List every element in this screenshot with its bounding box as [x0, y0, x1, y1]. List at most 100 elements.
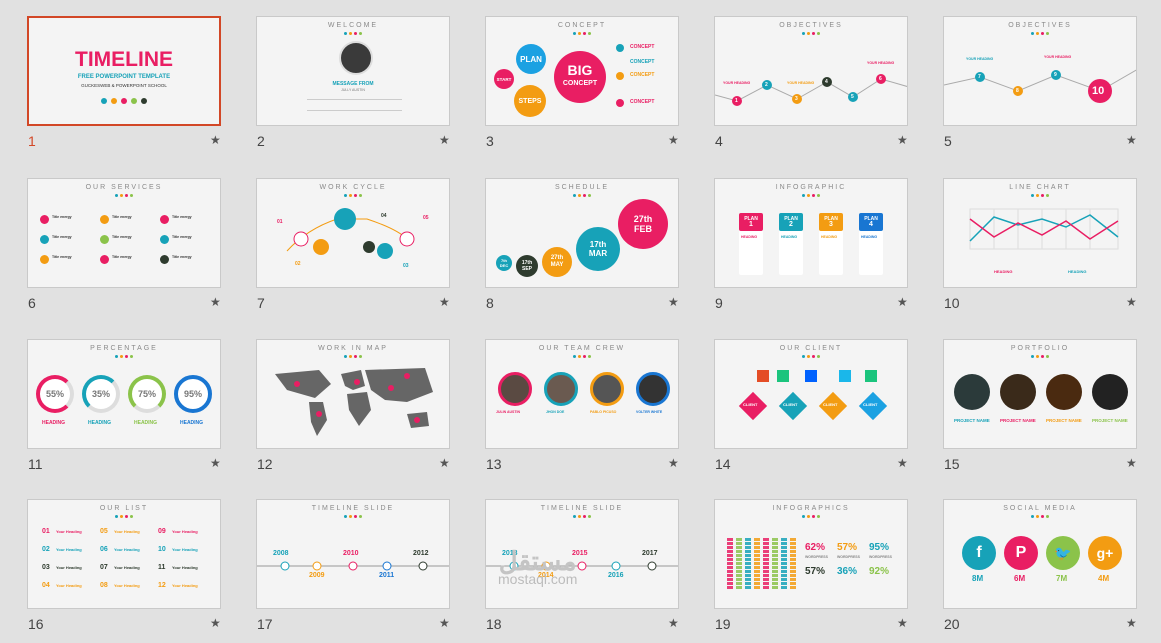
list-number: 01	[42, 528, 50, 535]
animation-star-icon[interactable]: ★	[439, 295, 450, 309]
slide-thumbnail-11[interactable]: PERCENTAGE 55% 35% 75% 95% HEADING HEADI…	[26, 338, 246, 483]
animation-star-icon[interactable]: ★	[897, 616, 908, 630]
slide-thumbnail-15[interactable]: PORTFOLIO PROJECT NAME PROJECT NAME PROJ…	[942, 338, 1161, 483]
animation-star-icon[interactable]: ★	[439, 133, 450, 147]
service-title: Title energy	[112, 215, 132, 219]
animation-star-icon[interactable]: ★	[210, 616, 221, 630]
animation-star-icon[interactable]: ★	[210, 456, 221, 470]
slide-thumbnail-9[interactable]: INFOGRAPHIC PLAN 1 HEADING PLAN 2 HEADING …	[713, 177, 933, 322]
cycle-step-label: 05	[423, 215, 429, 221]
heading-label: YOUR HEADING	[966, 57, 994, 61]
list-heading: Your Heading	[114, 547, 140, 552]
service-icon	[160, 235, 169, 244]
slide-thumbnail-13[interactable]: OUR TEAM CREW JULIN AUSTIN JHON DOE PABL…	[484, 338, 704, 483]
animation-star-icon[interactable]: ★	[1126, 456, 1137, 470]
follower-count: 8M	[972, 574, 984, 583]
twitter-icon: 🐦	[1046, 536, 1080, 570]
team-photo	[544, 372, 578, 406]
animation-star-icon[interactable]: ★	[897, 133, 908, 147]
slide-thumbnail-16[interactable]: OUR LIST 01 05 09 02 06 10 03 07 11 04 0…	[26, 498, 246, 643]
percentage-ring: 35%	[82, 375, 120, 413]
list-number: 07	[100, 564, 108, 571]
slide-title: PERCENTAGE	[90, 345, 158, 352]
work-cycle-diagram	[286, 208, 415, 259]
schedule-bubble: 27th FEB	[618, 199, 668, 249]
slide-thumbnail-19[interactable]: INFOGRAPHICS 62% 57% 95% 57% 36% 92% WOR…	[713, 498, 933, 643]
slide-title: OUR LIST	[99, 505, 149, 512]
animation-star-icon[interactable]: ★	[897, 295, 908, 309]
animation-star-icon[interactable]: ★	[668, 616, 679, 630]
slide-thumbnail-4[interactable]: OBJECTIVES 1 2 3 4 5 6 YOUR HEADING YOUR…	[713, 15, 933, 160]
side-concept-label: CONCEPT	[630, 44, 655, 50]
message-heading: MESSAGE FROM	[332, 81, 374, 87]
animation-star-icon[interactable]: ★	[210, 295, 221, 309]
list-number: 04	[42, 582, 50, 589]
stat-label: WORDPRESS	[837, 555, 860, 559]
animation-star-icon[interactable]: ★	[1126, 616, 1137, 630]
percentage-ring: 75%	[128, 375, 166, 413]
slide-thumbnail-3[interactable]: CONCEPT PLAN BIG CONCEPT START STEPS CONC…	[484, 15, 704, 160]
list-heading: Your Heading	[172, 565, 198, 570]
slide-preview: INFOGRAPHIC PLAN 1 HEADING PLAN 2 HEADING …	[714, 178, 908, 288]
slide-thumbnail-17[interactable]: TIMELINE SLIDE 2008 2009 2010 2011 2012 …	[255, 498, 475, 643]
stat-value: 92%	[869, 566, 890, 577]
list-heading: Your Heading	[114, 529, 140, 534]
slide-thumbnail-1[interactable]: TIMELINE FREE POWERPOINT TEMPLATE GUCKES…	[26, 15, 246, 160]
animation-star-icon[interactable]: ★	[668, 456, 679, 470]
slide-thumbnail-8[interactable]: SCHEDULE 27th FEB 17th MAR 27th MAY 17th SEP…	[484, 177, 704, 322]
animation-star-icon[interactable]: ★	[210, 133, 221, 147]
objective-zigzag-line	[715, 74, 907, 106]
slide-number: 3	[486, 133, 494, 149]
slide-preview: WORK IN MAP	[256, 339, 450, 449]
timeline-axis	[486, 561, 678, 571]
slide-title: PORTFOLIO	[1010, 345, 1070, 352]
slide-number: 4	[715, 133, 723, 149]
slide-title: LINE CHART	[1009, 184, 1071, 191]
list-heading: Your Heading	[172, 529, 198, 534]
point-label: 3	[795, 96, 798, 102]
slide-thumbnail-12[interactable]: WORK IN MAP 12 ★	[255, 338, 475, 483]
schedule-bubble: 27th MAY	[542, 247, 572, 277]
animation-star-icon[interactable]: ★	[668, 133, 679, 147]
slide-thumbnail-10[interactable]: LINE CHART HEADING HEADING 10 ★	[942, 177, 1161, 322]
animation-star-icon[interactable]: ★	[668, 295, 679, 309]
animation-star-icon[interactable]: ★	[1126, 295, 1137, 309]
animation-star-icon[interactable]: ★	[897, 456, 908, 470]
animation-star-icon[interactable]: ★	[439, 456, 450, 470]
portfolio-image	[1000, 374, 1036, 410]
service-icon	[100, 255, 109, 264]
slide-title: WELCOME	[327, 22, 379, 29]
slide-title: OUR CLIENT	[779, 345, 843, 352]
team-photo	[590, 372, 624, 406]
slide-thumbnail-18[interactable]: TIMELINE SLIDE 2013 2014 2015 2016 2017 …	[484, 498, 704, 643]
percentage-ring: 95%	[174, 375, 212, 413]
member-name: JHON DOE	[546, 410, 565, 414]
body-text-lines	[307, 99, 402, 111]
slide-thumbnail-14[interactable]: OUR CLIENT CLIENT CLIENT CLIENT CLIENT 1…	[713, 338, 933, 483]
slide-thumbnail-5[interactable]: OBJECTIVES 7 8 9 10 YOUR HEADING YOUR HE…	[942, 15, 1161, 160]
plan-card: PLAN 2 HEADING	[779, 213, 803, 275]
animation-star-icon[interactable]: ★	[1126, 133, 1137, 147]
watermark-latin: mostaql.com	[498, 571, 578, 587]
animation-star-icon[interactable]: ★	[439, 616, 450, 630]
point-label: 8	[1016, 88, 1019, 94]
slide-preview: LINE CHART HEADING HEADING	[943, 178, 1137, 288]
google-plus-icon: g+	[1088, 536, 1122, 570]
slide-number: 17	[257, 616, 273, 632]
slide-thumbnail-7[interactable]: WORK CYCLE 01 02 03 04 05 7 ★	[255, 177, 475, 322]
plan-card: PLAN 4 HEADING	[859, 213, 883, 275]
slide-number: 2	[257, 133, 265, 149]
point-label: 10	[1092, 85, 1105, 97]
member-name: VOLTER WHITE	[636, 410, 663, 414]
service-title: Title energy	[172, 235, 192, 239]
timeline-year: 2013	[502, 550, 518, 557]
plan-card: PLAN 3 HEADING	[819, 213, 843, 275]
slide-thumbnail-2[interactable]: WELCOME MESSAGE FROM JULLY AUSTIN 2 ★	[255, 15, 475, 160]
slide-thumbnail-20[interactable]: SOCIAL MEDIA f P 🐦 g+ 8M 6M 7M 4M 20 ★	[942, 498, 1161, 643]
stat-value: 62%	[805, 542, 826, 553]
slide-number: 1	[28, 133, 36, 149]
percentage-ring: 55%	[36, 375, 74, 413]
slide-thumbnail-6[interactable]: OUR SERVICES Title energy Title energy T…	[26, 177, 246, 322]
heading-label: YOUR HEADING	[787, 81, 815, 85]
